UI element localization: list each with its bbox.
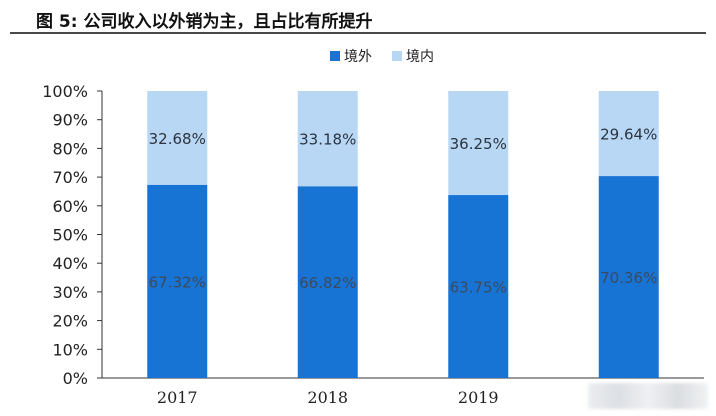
data-label: 63.75% <box>450 279 507 297</box>
y-tick-label: 70% <box>52 168 88 187</box>
bar-segment-domestic <box>147 91 208 185</box>
bar-segment-overseas <box>598 176 659 378</box>
x-tick-label: 2019 <box>458 388 499 407</box>
y-tick-label: 20% <box>52 312 88 331</box>
legend-label: 境内 <box>406 49 434 65</box>
bar-segment-domestic <box>297 91 358 187</box>
legend-swatch <box>330 51 340 61</box>
bar-segment-overseas <box>147 184 208 378</box>
y-tick-label: 100% <box>42 82 88 101</box>
data-label: 32.68% <box>149 130 206 148</box>
legend-label: 境外 <box>344 49 372 65</box>
data-label: 70.36% <box>600 269 657 287</box>
data-label: 33.18% <box>299 131 356 149</box>
x-tick-label: 2017 <box>157 388 198 407</box>
bar-segment-domestic <box>598 91 659 177</box>
y-tick-label: 80% <box>52 139 88 158</box>
bar-segment-overseas <box>448 195 509 378</box>
y-tick-label: 30% <box>52 283 88 302</box>
figure-title: 图 5: 公司收入以外销为主，且占比有所提升 <box>36 12 373 32</box>
y-tick-label: 40% <box>52 254 88 273</box>
data-label: 66.82% <box>299 274 356 292</box>
data-label: 67.32% <box>149 273 206 291</box>
bar-segment-domestic <box>448 91 509 196</box>
y-tick-label: 50% <box>52 226 88 245</box>
legend-swatch <box>392 51 402 61</box>
x-tick-label: 2018 <box>307 388 348 407</box>
y-tick-label: 60% <box>52 197 88 216</box>
figure-title-bar: 图 5: 公司收入以外销为主，且占比有所提升 <box>10 2 706 34</box>
y-tick-label: 90% <box>52 111 88 130</box>
data-label: 29.64% <box>600 126 657 144</box>
data-label: 36.25% <box>450 135 507 153</box>
y-tick-label: 0% <box>63 369 88 388</box>
bar-segment-overseas <box>297 186 358 378</box>
y-tick-label: 10% <box>52 340 88 359</box>
blurred-watermark <box>588 383 708 409</box>
